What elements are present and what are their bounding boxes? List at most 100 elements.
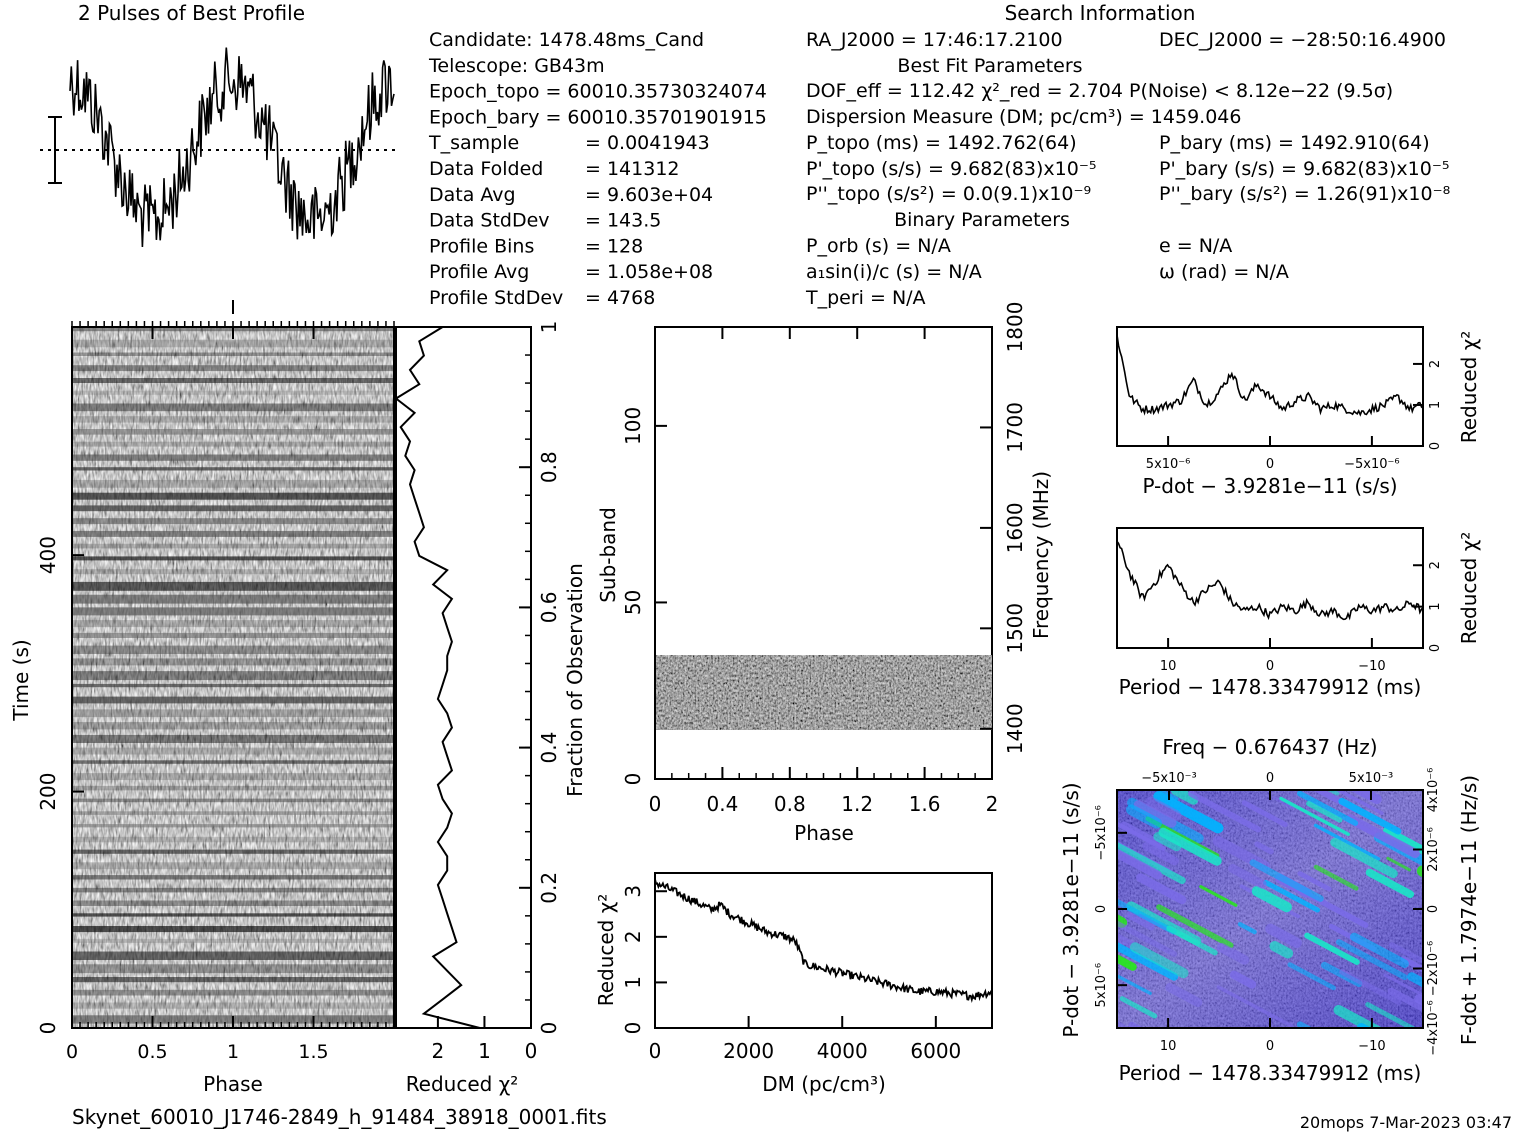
time-phase-stripe <box>72 467 394 471</box>
time-phase-xtick-label: 1.5 <box>298 1041 328 1063</box>
time-chi2-xtick-label: 2 <box>432 1039 445 1063</box>
heatmap-streak <box>1117 951 1137 971</box>
chi2-ytick-label: 0 <box>1428 442 1443 450</box>
time-phase-stripe <box>72 543 394 549</box>
heatmap-streak <box>1117 941 1179 981</box>
dm-ytick-label: 0 <box>621 1022 645 1035</box>
chi2-ytick-label: 0 <box>1428 644 1443 652</box>
heatmap-streak <box>1287 962 1336 991</box>
heatmap-streak <box>1166 925 1218 956</box>
time-chi2-frame <box>395 326 532 1029</box>
time-phase-stripe <box>72 773 394 781</box>
heatmap-streak <box>1153 832 1182 852</box>
period-pdot-heatmap <box>1117 790 1423 1028</box>
pp-xtick-label: 10 <box>1160 1039 1177 1054</box>
fraction-tick-label: 0.2 <box>537 872 561 904</box>
info-left-value: = 141312 <box>585 158 680 180</box>
chi2-xtick-label: −10 <box>1358 659 1385 674</box>
time-phase-stripe <box>72 581 394 591</box>
pp-right-tick-label: −4x10⁻⁶ <box>1426 1000 1441 1055</box>
heatmap-streak <box>1117 920 1178 957</box>
heatmap-streak <box>1188 790 1262 833</box>
time-phase-stripe <box>72 492 394 500</box>
heatmap-streak <box>1229 970 1257 989</box>
time-phase-stripe <box>72 645 394 654</box>
heatmap-streak <box>1335 939 1408 981</box>
chi2-xtick-label: 0 <box>1266 659 1274 674</box>
heatmap-streak <box>1117 954 1152 996</box>
time-phase-stripe <box>72 824 394 828</box>
time-phase-stripe <box>72 683 394 688</box>
time-phase-stripe <box>72 454 394 461</box>
pp-right-tick-label: 0 <box>1426 905 1441 913</box>
time-phase-xlabel: Phase <box>203 1072 263 1096</box>
time-chi2-polyline <box>394 326 481 1029</box>
fraction-tick-label: 0.6 <box>537 591 561 623</box>
time-chi2-xlabel: Reduced χ² <box>406 1072 519 1096</box>
heatmap-streak <box>1339 969 1402 1005</box>
pdot-xlabel: P-dot − 3.9281e−11 (s/s) <box>1142 474 1397 498</box>
time-phase-stripe <box>72 722 394 730</box>
subband-heatmap <box>656 655 992 730</box>
subband-xtick-label: 2 <box>986 792 999 816</box>
time-phase-stripe <box>72 607 394 616</box>
time-phase-axes: 0 0.5 1 1.5 0 200 400 <box>36 300 395 1063</box>
heatmap-streak <box>1279 796 1350 836</box>
time-phase-stripe <box>72 964 394 974</box>
heatmap-streak <box>1330 837 1398 879</box>
time-phase-stripe <box>72 505 394 512</box>
heatmap-streak <box>1272 796 1295 810</box>
time-phase-stripe <box>72 352 394 356</box>
time-phase-stripe <box>72 479 394 488</box>
chi2-ytick-label: 1 <box>1428 401 1443 409</box>
profile-error-bar <box>40 116 398 184</box>
dm-xlabel: DM (pc/cm³) <box>762 1072 886 1096</box>
time-phase-stripe <box>72 887 394 893</box>
period-ylabel: Reduced χ² <box>1457 532 1481 645</box>
pp-top-tick-label: 5x10⁻³ <box>1349 771 1394 786</box>
heatmap-streak <box>1228 864 1267 889</box>
time-phase-stripe <box>72 785 394 791</box>
heatmap-streak <box>1199 885 1238 907</box>
fraction-tick-label: 0.8 <box>537 451 561 483</box>
period-chi2-line <box>1116 540 1424 621</box>
dm-axes: 0 2000 4000 6000 0 1 2 3 <box>621 885 961 1063</box>
heatmap-streak <box>1365 868 1415 899</box>
info-left-label: Profile Avg <box>429 261 529 283</box>
time-phase-stripe <box>72 569 394 575</box>
pp-xtick-label: −10 <box>1358 1039 1385 1054</box>
info-asini: a₁sin(i)/c (s) = N/A <box>806 261 982 283</box>
time-phase-stripe <box>72 798 394 803</box>
frequency-tick-label: 1500 <box>1003 603 1027 654</box>
time-phase-stripe <box>72 632 394 638</box>
period-xlabel: Period − 1478.33479912 (ms) <box>1119 675 1422 699</box>
info-left-label: Data Avg <box>429 184 516 206</box>
pdot-axes: 5x10⁻⁶ 0 −5x10⁻⁶ 0 1 2 <box>1146 360 1443 472</box>
heatmap-streak <box>1158 827 1222 866</box>
frequency-tick-label: 1400 <box>1003 703 1027 754</box>
heatmap-streak <box>1117 1018 1131 1028</box>
time-phase-stripe <box>72 403 394 412</box>
time-phase-stripe <box>72 1002 394 1009</box>
time-phase-stripe <box>72 441 394 447</box>
dm-xtick-label: 0 <box>649 1039 662 1063</box>
period-pdot-axes: 10 0 −10 −5x10⁻³ 0 5x10⁻³ 5x10⁻⁶ 0 −5x10⁻⁶ −4x10⁻… <box>1094 768 1441 1056</box>
heatmap-streak <box>1400 956 1423 992</box>
heatmap-streak <box>1119 996 1158 1019</box>
chi2-polyline <box>1116 334 1424 417</box>
frequency-tick-label: 1600 <box>1003 502 1027 553</box>
time-phase-stripe <box>72 518 394 525</box>
heatmap-streak <box>1338 797 1402 835</box>
subband-xlabel: Phase <box>794 821 854 845</box>
time-phase-stripe <box>72 530 394 537</box>
frequency-tick-label: 1700 <box>1003 402 1027 453</box>
info-pd-topo: P'_topo (s/s) = 9.682(83)x10⁻⁵ <box>806 158 1096 180</box>
dm-polyline <box>654 878 993 1004</box>
heatmap-streak <box>1165 982 1203 1007</box>
heatmap-streak <box>1142 841 1179 866</box>
subband-ytick-label: 50 <box>621 590 645 615</box>
heatmap-streak <box>1386 856 1412 872</box>
pp-ylabel: P-dot − 3.9281e−11 (s/s) <box>1059 782 1083 1037</box>
time-ytick-label: 200 <box>36 772 60 810</box>
period-frame <box>1116 527 1424 649</box>
